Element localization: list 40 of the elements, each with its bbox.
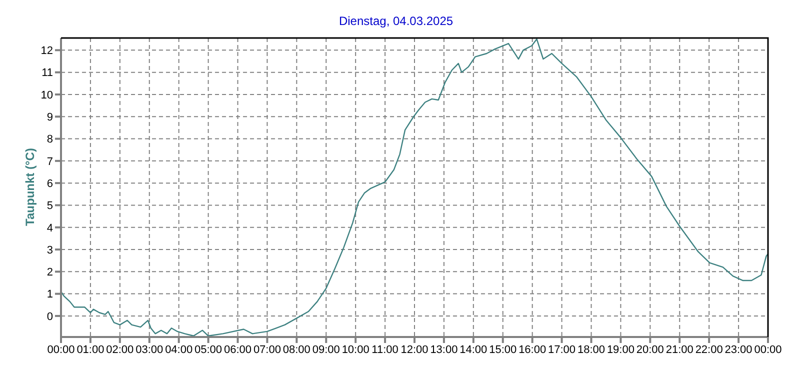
y-tick-label: 8	[46, 134, 53, 146]
x-tick-label: 14:00	[460, 344, 488, 356]
x-tick-label: 16:00	[518, 344, 546, 356]
x-tick-label: 13:00	[430, 344, 458, 356]
chart-title: Dienstag, 04.03.2025	[338, 14, 454, 28]
y-tick-label: 1	[46, 288, 53, 301]
x-tick-label: 11:00	[372, 344, 398, 356]
x-tick-label: 04:00	[165, 344, 193, 356]
y-tick-label: 3	[46, 244, 53, 256]
x-tick-label: 20:00	[636, 344, 664, 356]
y-tick-label: 2	[46, 266, 53, 279]
x-tick-label: 23:00	[724, 344, 752, 356]
y-tick-label: 10	[40, 89, 53, 102]
x-tick-label: 18:00	[577, 344, 606, 356]
x-tick-label: 07:00	[253, 344, 281, 356]
y-tick-label: 6	[46, 178, 53, 190]
y-tick-label: 0	[46, 310, 53, 323]
y-tick-label: 7	[46, 156, 53, 168]
x-tick-label: 10:00	[342, 344, 370, 356]
y-tick-label: 11	[42, 67, 53, 80]
y-tick-label: 9	[46, 112, 53, 124]
y-tick-label: 4	[46, 222, 53, 234]
y-tick-label: 5	[46, 200, 53, 212]
x-tick-label: 09:00	[312, 344, 340, 356]
x-tick-label: 21:00	[666, 344, 694, 356]
x-tick-label: 08:00	[282, 344, 310, 356]
x-tick-label: 00:00	[47, 344, 75, 356]
x-tick-label: 02:00	[106, 344, 134, 356]
x-tick-label: 12:00	[400, 344, 428, 356]
x-tick-label: 19:00	[606, 344, 634, 356]
x-tick-label: 03:00	[136, 344, 164, 356]
y-axis-title: Taupunkt (°C)	[23, 148, 37, 226]
x-tick-label: 00:00	[754, 344, 782, 356]
y-tick-label: 12	[40, 45, 53, 58]
x-tick-label: 22:00	[695, 344, 723, 356]
x-tick-label: 01:00	[76, 344, 104, 356]
x-tick-label: 06:00	[224, 344, 252, 356]
x-tick-label: 15:00	[489, 344, 517, 356]
x-tick-label: 17:00	[548, 344, 576, 356]
x-tick-label: 05:00	[194, 344, 222, 356]
